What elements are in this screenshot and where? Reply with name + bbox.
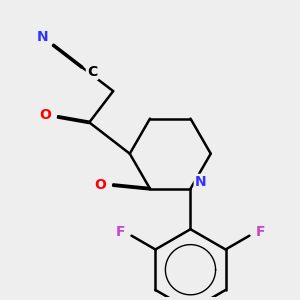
Text: F: F xyxy=(116,225,125,239)
Text: O: O xyxy=(39,108,51,122)
Text: N: N xyxy=(195,175,207,189)
Text: N: N xyxy=(37,30,49,44)
Text: F: F xyxy=(256,225,265,239)
Text: O: O xyxy=(94,178,106,192)
Text: C: C xyxy=(87,64,97,79)
